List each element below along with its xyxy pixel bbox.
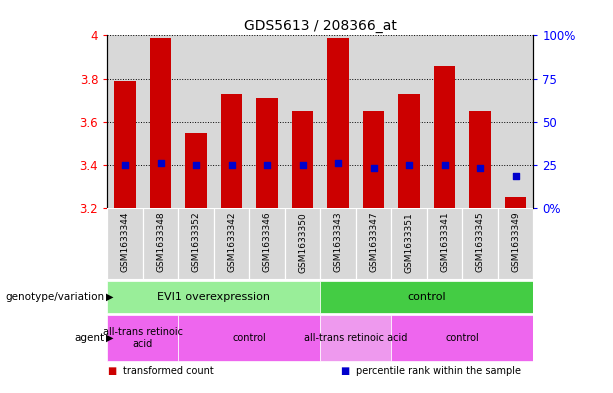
Text: control: control [232,333,266,343]
Text: ▶: ▶ [106,333,113,343]
Text: GSM1633348: GSM1633348 [156,212,165,272]
Text: ■: ■ [107,366,116,376]
Point [333,160,343,166]
Bar [462,35,498,208]
Bar [292,111,313,208]
FancyBboxPatch shape [143,208,178,279]
Text: agent: agent [74,333,104,343]
FancyBboxPatch shape [107,315,178,361]
Text: GSM1633343: GSM1633343 [333,212,343,272]
Point [156,160,166,166]
Point [120,162,130,168]
Text: GSM1633350: GSM1633350 [298,212,307,273]
Title: GDS5613 / 208366_at: GDS5613 / 208366_at [244,19,397,33]
Bar [256,98,278,208]
Bar [178,35,214,208]
Point [298,162,308,168]
Point [191,162,201,168]
Text: GSM1633351: GSM1633351 [405,212,414,273]
FancyBboxPatch shape [356,208,391,279]
FancyBboxPatch shape [178,208,214,279]
FancyBboxPatch shape [107,208,143,279]
Text: GSM1633349: GSM1633349 [511,212,520,272]
Text: GSM1633352: GSM1633352 [191,212,200,272]
Bar [434,66,455,208]
FancyBboxPatch shape [391,315,533,361]
FancyBboxPatch shape [178,315,321,361]
Text: GSM1633346: GSM1633346 [262,212,272,272]
Bar [398,94,420,208]
FancyBboxPatch shape [462,208,498,279]
FancyBboxPatch shape [285,208,321,279]
FancyBboxPatch shape [107,281,321,313]
Bar [221,94,242,208]
Point [262,162,272,168]
Point [404,162,414,168]
Text: percentile rank within the sample: percentile rank within the sample [356,366,520,376]
FancyBboxPatch shape [321,208,356,279]
FancyBboxPatch shape [498,208,533,279]
Bar [363,111,384,208]
Bar [249,35,285,208]
FancyBboxPatch shape [214,208,249,279]
Bar [470,111,491,208]
Text: GSM1633345: GSM1633345 [476,212,484,272]
FancyBboxPatch shape [427,208,462,279]
FancyBboxPatch shape [321,315,391,361]
Text: GSM1633341: GSM1633341 [440,212,449,272]
FancyBboxPatch shape [391,208,427,279]
FancyBboxPatch shape [249,208,285,279]
FancyBboxPatch shape [321,281,533,313]
Bar [143,35,178,208]
Bar [115,81,135,208]
Bar [327,37,349,208]
Text: GSM1633347: GSM1633347 [369,212,378,272]
Point [475,165,485,171]
Bar [214,35,249,208]
Text: ▶: ▶ [106,292,113,302]
Point [227,162,237,168]
Point [368,165,378,171]
Bar [107,35,143,208]
Text: control: control [408,292,446,302]
Text: control: control [446,333,479,343]
Point [511,173,520,179]
Bar [427,35,462,208]
Text: ■: ■ [340,366,349,376]
Text: genotype/variation: genotype/variation [5,292,104,302]
Bar [321,35,356,208]
Bar [185,132,207,208]
Bar [498,35,533,208]
Bar [285,35,321,208]
Point [440,162,449,168]
Text: GSM1633342: GSM1633342 [227,212,236,272]
Text: transformed count: transformed count [123,366,213,376]
Text: EVI1 overexpression: EVI1 overexpression [158,292,270,302]
Text: all-trans retinoic
acid: all-trans retinoic acid [103,327,183,349]
Text: all-trans retinoic acid: all-trans retinoic acid [304,333,408,343]
Bar [150,37,171,208]
Bar [356,35,391,208]
Text: GSM1633344: GSM1633344 [121,212,129,272]
Bar [391,35,427,208]
Bar [505,197,526,208]
